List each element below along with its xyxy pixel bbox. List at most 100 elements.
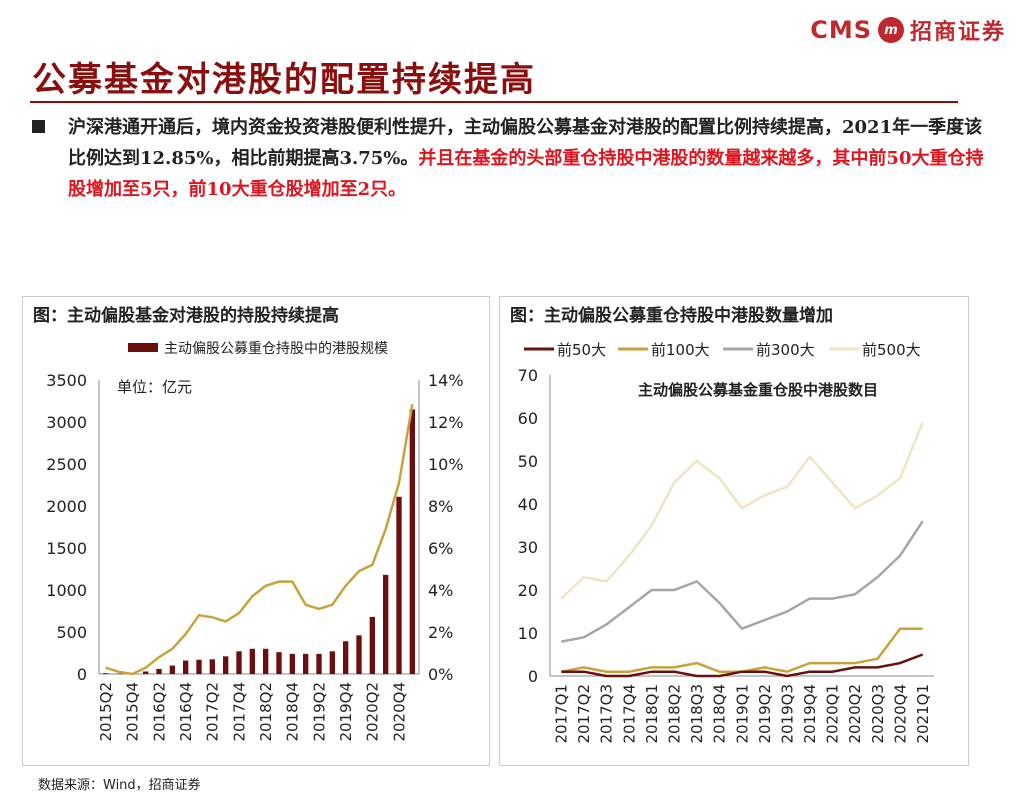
chart-left-title: 图：主动偏股基金对港股的持股持续提高 xyxy=(33,306,339,326)
bar-holding-size xyxy=(383,574,389,674)
logo-cn-text: 招商证券 xyxy=(909,20,1006,45)
y-right-tick-label: 0% xyxy=(428,665,453,684)
x-tick-label: 2015Q2 xyxy=(97,682,115,742)
bar-holding-size xyxy=(196,659,202,674)
x-tick-label: 2020Q2 xyxy=(846,684,864,744)
x-tick-label: 2017Q1 xyxy=(553,684,571,744)
bar-holding-size xyxy=(289,653,295,674)
x-tick-label: 2020Q3 xyxy=(869,684,887,744)
chart-right-title: 图：主动偏股公募重仓持股中港股数量增加 xyxy=(510,306,833,326)
x-tick-label: 2018Q4 xyxy=(711,684,729,744)
bar-holding-size xyxy=(316,653,322,674)
y-tick-label: 50 xyxy=(518,452,538,471)
x-tick-label: 2020Q4 xyxy=(891,684,909,744)
logo-mark-icon: m xyxy=(877,17,904,43)
y-left-tick-label: 1500 xyxy=(46,539,87,558)
x-tick-label: 2019Q1 xyxy=(733,684,751,744)
x-tick-label: 2019Q4 xyxy=(801,684,819,744)
bullet-text-black: 沪深港通开通后，境内资金投资港股便利性提升，主动偏股公募基金对港股的配置比例持续… xyxy=(68,117,983,169)
y-tick-label: 10 xyxy=(518,624,538,643)
x-tick-label: 2019Q2 xyxy=(310,682,328,742)
bullet-square-icon xyxy=(32,120,45,133)
x-tick-label: 2016Q4 xyxy=(177,682,195,742)
y-left-tick-label: 0 xyxy=(77,665,87,684)
y-tick-label: 70 xyxy=(518,366,538,385)
x-tick-label: 2016Q2 xyxy=(150,682,168,742)
y-left-tick-label: 3000 xyxy=(46,413,87,432)
legend-label-bar: 主动偏股公募重仓持股中的港股规模 xyxy=(164,341,388,357)
series-line-1 xyxy=(561,653,924,678)
chart-panel-right: 图：主动偏股公募重仓持股中港股数量增加 前50大 前100大 前300大 前500大主… xyxy=(499,296,969,766)
x-tick-label: 2020Q1 xyxy=(824,684,842,744)
chart-inner-title: 主动偏股公募基金重仓股中港股数目 xyxy=(638,381,878,399)
bar-holding-size xyxy=(329,651,335,674)
y-right-tick-label: 10% xyxy=(428,455,464,474)
y-tick-label: 30 xyxy=(518,538,538,557)
summary-bullet: 沪深港通开通后，境内资金投资港股便利性提升，主动偏股公募基金对港股的配置比例持续… xyxy=(32,112,992,205)
legend-label-1: 前50大 xyxy=(557,341,606,359)
logo-cms-text: CMS xyxy=(810,16,872,44)
bar-holding-size xyxy=(343,641,349,674)
y-tick-label: 0 xyxy=(528,667,538,686)
bar-holding-size xyxy=(209,659,215,674)
x-tick-label: 2020Q4 xyxy=(390,682,408,742)
bar-holding-size xyxy=(169,665,175,674)
bar-holding-size xyxy=(356,635,362,674)
data-source: 数据来源：Wind，招商证券 xyxy=(38,778,201,793)
y-left-tick-label: 2000 xyxy=(46,497,87,516)
x-tick-label: 2017Q2 xyxy=(575,684,593,744)
legend-label-3: 前300大 xyxy=(756,341,815,359)
y-right-tick-label: 8% xyxy=(428,497,453,516)
line-allocation-ratio xyxy=(105,403,414,676)
x-tick-label: 2017Q4 xyxy=(620,684,638,744)
bar-holding-size xyxy=(156,668,162,674)
x-tick-label: 2018Q3 xyxy=(688,684,706,744)
series-line-3 xyxy=(561,520,924,643)
x-tick-label: 2019Q2 xyxy=(756,684,774,744)
page-title: 公募基金对港股的配置持续提高 xyxy=(32,60,536,100)
x-tick-label: 2018Q2 xyxy=(257,682,275,742)
y-right-tick-label: 4% xyxy=(428,581,453,600)
bar-holding-size xyxy=(276,652,282,674)
x-tick-label: 2017Q3 xyxy=(598,684,616,744)
y-right-tick-label: 12% xyxy=(428,413,464,432)
y-right-tick-label: 6% xyxy=(428,539,453,558)
x-tick-label: 2018Q4 xyxy=(284,682,302,742)
y-right-tick-label: 14% xyxy=(428,371,464,390)
bullet-text: 沪深港通开通后，境内资金投资港股便利性提升，主动偏股公募基金对港股的配置比例持续… xyxy=(68,112,992,205)
bullet-text-red: 并且在基金的头部重仓持股中港股的数量越来越多，其中前50大重仓持股增加至5只，前… xyxy=(68,148,984,200)
x-tick-label: 2019Q4 xyxy=(337,682,355,742)
y-left-tick-label: 2500 xyxy=(46,455,87,474)
legend-swatch-bar xyxy=(128,343,158,352)
x-tick-label: 2020Q2 xyxy=(364,682,382,742)
unit-label: 单位：亿元 xyxy=(117,378,192,396)
bar-holding-size xyxy=(303,653,309,674)
x-tick-label: 2018Q2 xyxy=(665,684,683,744)
bar-holding-size xyxy=(369,616,375,674)
bar-holding-size xyxy=(236,651,242,674)
brand-logo: CMS m 招商证券 xyxy=(810,14,1006,46)
x-tick-label: 2021Q1 xyxy=(914,684,932,744)
bar-holding-size xyxy=(103,673,109,674)
chart-left-svg: 主动偏股公募重仓持股中的港股规模 0 500 1000 1500 2000 2500 3000… xyxy=(46,341,464,742)
x-tick-label: 2015Q4 xyxy=(124,682,142,742)
chart-panel-left: 图：主动偏股基金对港股的持股持续提高 主动偏股公募重仓持股中的港股规模 0 500 1… xyxy=(22,296,490,766)
series-line-4 xyxy=(560,421,924,600)
bar-holding-size xyxy=(223,656,229,674)
x-tick-label: 2017Q2 xyxy=(204,682,222,742)
series-line-2 xyxy=(561,627,923,673)
y-left-tick-label: 500 xyxy=(56,623,87,642)
x-tick-label: 2017Q4 xyxy=(230,682,248,742)
bar-holding-size xyxy=(396,496,402,674)
y-left-tick-label: 1000 xyxy=(46,581,87,600)
x-tick-label: 2018Q1 xyxy=(643,684,661,744)
x-tick-label: 2019Q3 xyxy=(778,684,796,744)
y-left-tick-label: 3500 xyxy=(46,371,87,390)
y-right-tick-label: 2% xyxy=(428,623,453,642)
bar-holding-size xyxy=(263,648,269,674)
title-divider xyxy=(30,101,958,103)
y-tick-label: 40 xyxy=(518,495,538,514)
bar-holding-size xyxy=(143,671,149,674)
y-tick-label: 20 xyxy=(518,581,538,600)
